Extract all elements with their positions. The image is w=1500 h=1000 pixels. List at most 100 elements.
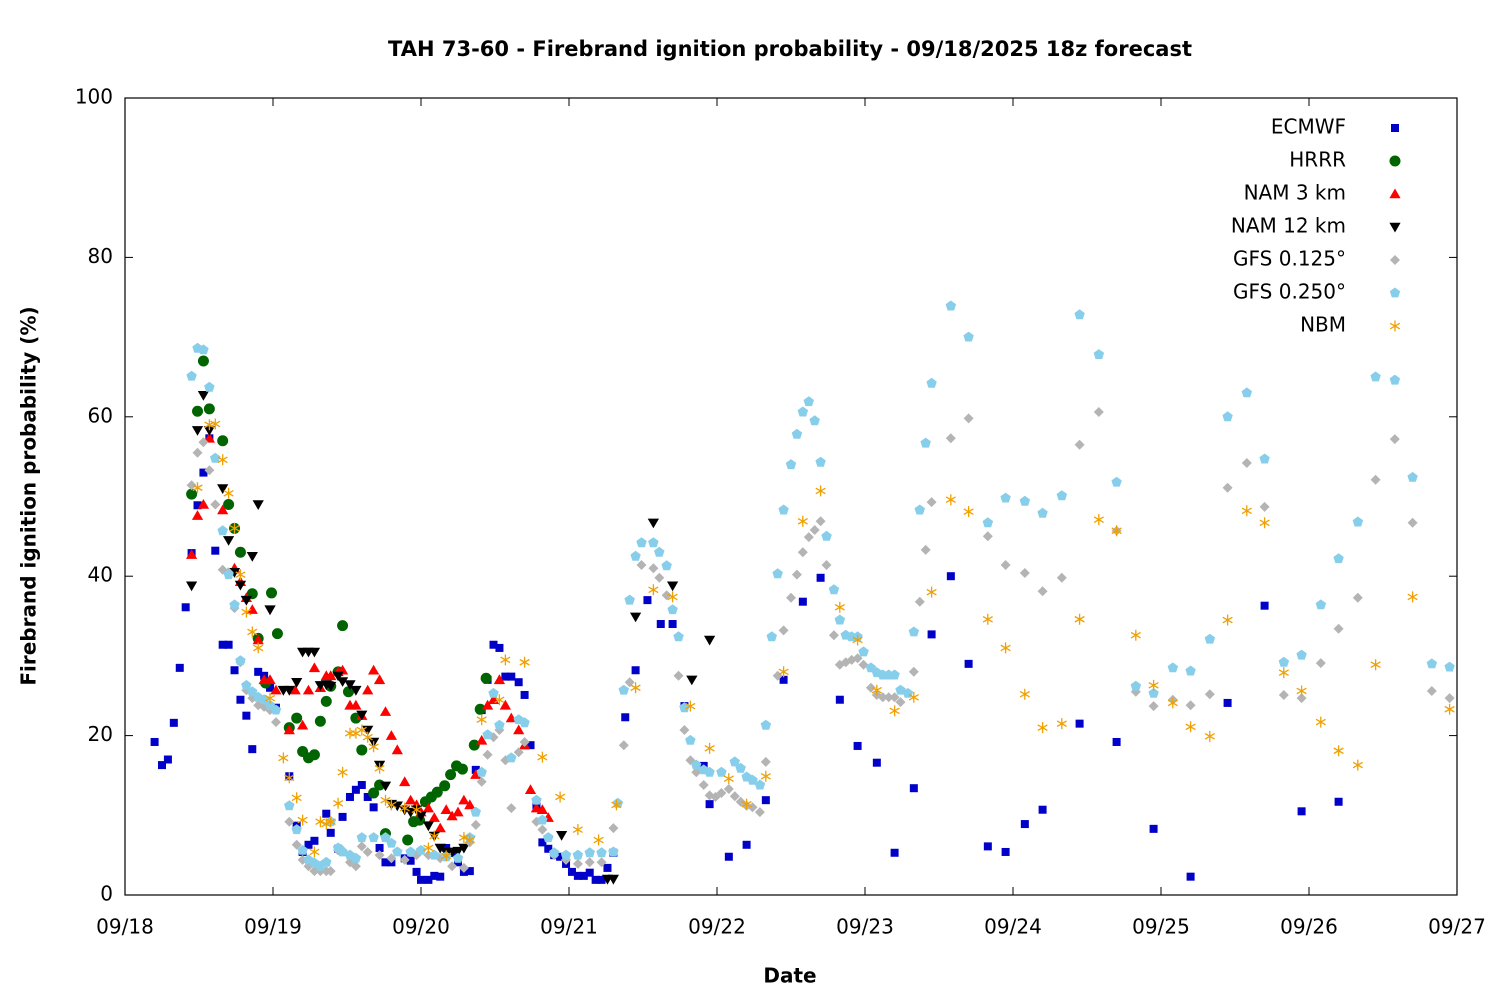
point (926, 586, 937, 598)
point (234, 546, 246, 558)
point (458, 832, 470, 844)
point (1093, 349, 1105, 360)
point (809, 525, 820, 535)
point (488, 687, 499, 698)
point (691, 759, 702, 770)
point (761, 796, 770, 805)
point (386, 837, 397, 848)
point (1444, 693, 1455, 704)
point (373, 674, 386, 685)
point (369, 803, 378, 812)
point (380, 794, 391, 806)
point (526, 741, 535, 750)
point (314, 715, 326, 727)
point (381, 858, 390, 867)
point (1222, 614, 1233, 626)
point (1185, 721, 1196, 733)
point (1223, 698, 1232, 707)
point (596, 857, 607, 868)
point (871, 684, 882, 696)
point (271, 628, 283, 640)
point (1112, 737, 1121, 746)
point (537, 814, 548, 825)
point (1352, 592, 1363, 603)
point (235, 655, 246, 666)
point (379, 781, 392, 792)
point (1278, 690, 1289, 700)
point (1444, 703, 1455, 715)
point (1056, 490, 1068, 501)
point (1037, 507, 1048, 518)
point (809, 415, 820, 426)
point (217, 435, 229, 447)
point (175, 663, 184, 672)
point (217, 504, 229, 515)
point (266, 587, 278, 599)
point (945, 494, 956, 506)
point (310, 836, 319, 845)
point (636, 560, 647, 570)
point (729, 756, 740, 767)
point (192, 482, 203, 494)
point (197, 355, 209, 367)
point (544, 844, 553, 853)
point (302, 684, 315, 695)
point (828, 630, 839, 641)
point (889, 705, 900, 717)
point (1370, 474, 1381, 485)
point (815, 456, 826, 467)
point (229, 599, 240, 610)
point (946, 572, 955, 581)
point (495, 643, 504, 652)
point (963, 506, 974, 518)
point (363, 792, 372, 801)
y-axis-label: Firebrand ignition probability (%) (17, 306, 41, 685)
point (242, 711, 251, 720)
point (1148, 687, 1159, 698)
point (630, 550, 641, 561)
point (325, 866, 336, 877)
point (821, 530, 832, 541)
point (1037, 722, 1048, 734)
plot-frame (124, 97, 1458, 896)
point (519, 656, 530, 668)
point (964, 659, 973, 668)
point (315, 816, 326, 828)
point (883, 692, 894, 703)
point (729, 791, 740, 802)
point (415, 811, 427, 822)
point (531, 794, 542, 805)
point (647, 518, 659, 529)
point (1074, 613, 1085, 625)
point (920, 437, 931, 448)
point (289, 684, 301, 695)
point (624, 677, 635, 688)
point (673, 670, 684, 681)
point (429, 849, 440, 860)
point (337, 766, 348, 778)
point (506, 752, 517, 763)
point (357, 781, 366, 790)
point (392, 846, 403, 857)
point (735, 762, 746, 773)
point (760, 719, 772, 730)
point (835, 695, 844, 704)
point (368, 664, 380, 675)
point (464, 834, 475, 846)
point (452, 852, 464, 863)
point (1259, 501, 1270, 512)
point (716, 788, 727, 798)
point (309, 846, 320, 858)
point (573, 871, 582, 880)
x-tick-label: 09/20 (392, 915, 450, 939)
point (284, 816, 295, 827)
point (779, 675, 788, 684)
point (325, 670, 337, 681)
point (193, 501, 202, 510)
point (1241, 387, 1253, 398)
point (920, 544, 931, 555)
point (643, 596, 652, 605)
legend-label: HRRR (1289, 148, 1346, 172)
point (423, 842, 434, 854)
point (1000, 560, 1011, 570)
